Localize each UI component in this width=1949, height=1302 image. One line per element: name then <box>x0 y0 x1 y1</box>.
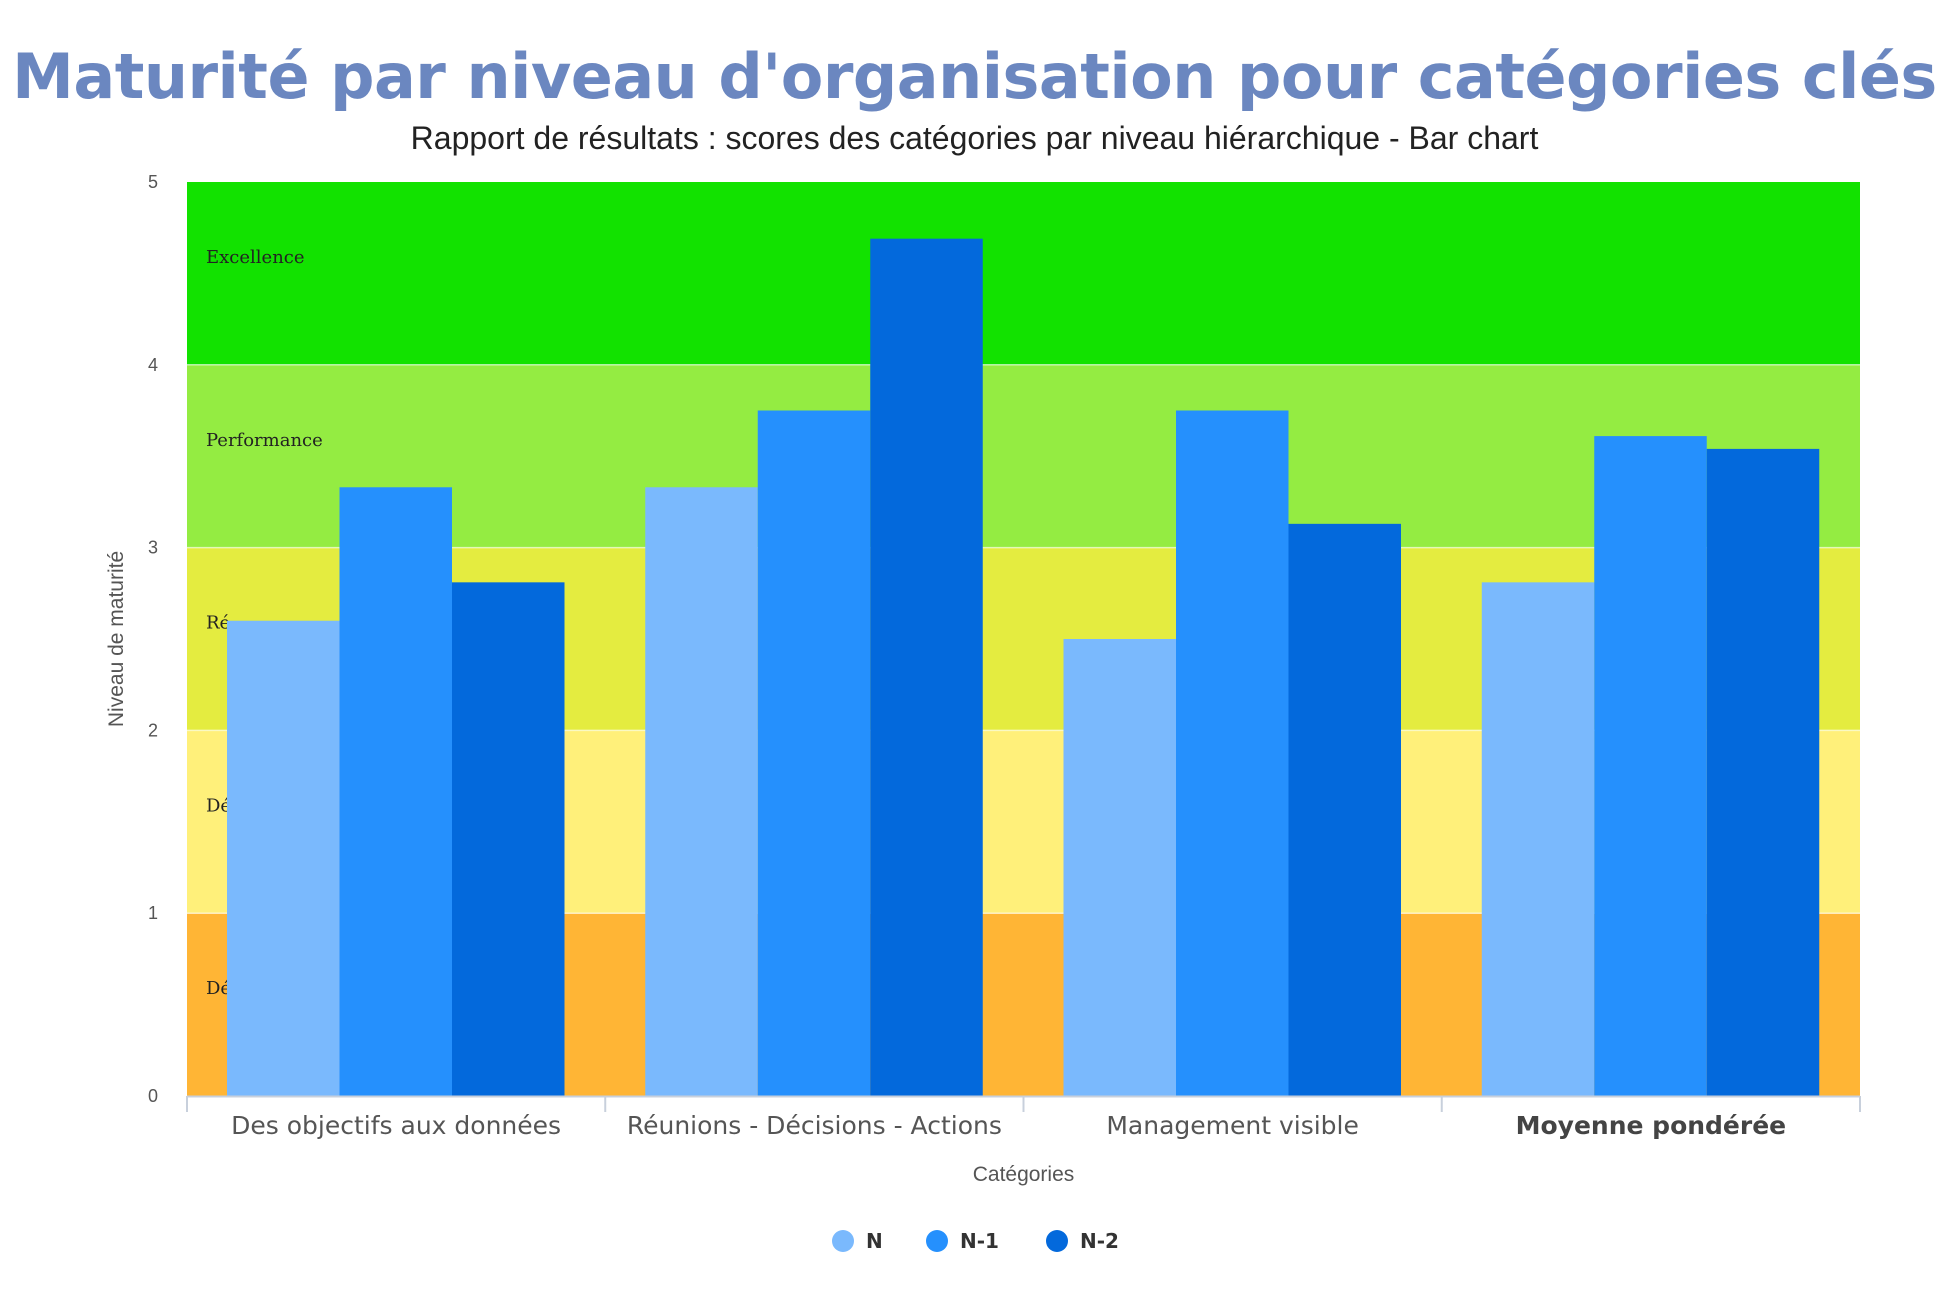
bar-N-1-2[interactable] <box>1176 410 1289 1097</box>
x-axis-title: Catégories <box>973 1163 1075 1186</box>
bar-N-2-0[interactable] <box>452 582 565 1096</box>
bar-N-1-0[interactable] <box>339 487 453 1096</box>
y-tick-label: 4 <box>148 355 158 375</box>
axes: 0 1 2 3 4 5 Des objectifs aux données Réunions … <box>105 172 1861 1186</box>
bar-N-2-1[interactable] <box>870 238 983 1097</box>
x-tick-label: Management visible <box>1106 1111 1359 1140</box>
y-tick-label: 5 <box>148 172 158 192</box>
bar-N-1-3[interactable] <box>1594 436 1707 1096</box>
legend-label-N[interactable]: N <box>866 1229 883 1253</box>
x-tick-label: Des objectifs aux données <box>231 1111 561 1140</box>
band-4 <box>187 182 1860 365</box>
legend-label-N-1[interactable]: N-1 <box>960 1229 999 1253</box>
y-tick-label: 0 <box>148 1086 158 1106</box>
bar-N-2-2[interactable] <box>1288 523 1402 1096</box>
y-tick-label: 2 <box>148 720 158 740</box>
bar-N-1[interactable] <box>645 487 758 1096</box>
y-tick-label: 3 <box>148 538 158 558</box>
bar-N-1-1[interactable] <box>757 410 871 1097</box>
chart-title: Maturité par niveau d'organisation pour … <box>12 40 1937 113</box>
legend-marker-N-2[interactable] <box>1046 1230 1068 1252</box>
band-label-2: Ré <box>206 613 230 634</box>
bar-N-3[interactable] <box>1481 582 1595 1096</box>
band-label-0: Dé <box>206 978 231 999</box>
x-tick-label: Réunions - Décisions - Actions <box>627 1111 1002 1140</box>
legend-marker-N-1[interactable] <box>926 1230 948 1252</box>
bar-N-2-3[interactable] <box>1706 448 1820 1096</box>
bar-N-2[interactable] <box>1063 639 1177 1096</box>
maturity-band-labels: Dé Dé Ré Performance Excellence <box>206 247 323 999</box>
y-tick-label: 1 <box>148 903 158 923</box>
band-label-1: Dé <box>206 795 231 816</box>
legend-marker-N[interactable] <box>832 1230 854 1252</box>
legend-label-N-2[interactable]: N-2 <box>1080 1229 1119 1253</box>
band-label-4: Excellence <box>206 247 305 268</box>
x-tick-label: Moyenne pondérée <box>1516 1111 1787 1140</box>
bar-N-0[interactable] <box>227 620 340 1096</box>
bars <box>227 238 1820 1097</box>
chart-subtitle: Rapport de résultats : scores des catégo… <box>410 120 1539 156</box>
y-axis-title: Niveau de maturité <box>105 551 128 727</box>
band-label-3: Performance <box>206 430 323 451</box>
legend: N N-1 N-2 <box>832 1229 1119 1253</box>
band-3 <box>187 364 1860 548</box>
